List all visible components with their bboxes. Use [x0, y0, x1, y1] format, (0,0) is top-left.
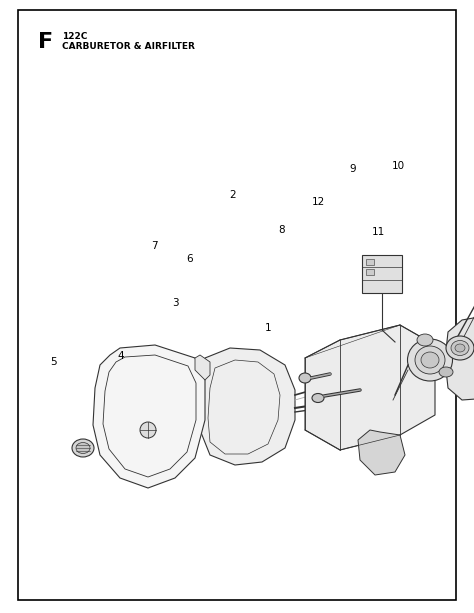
Ellipse shape — [446, 336, 474, 360]
Ellipse shape — [408, 339, 453, 381]
Text: 122C: 122C — [62, 32, 87, 41]
Polygon shape — [93, 345, 205, 488]
Ellipse shape — [417, 334, 433, 346]
Ellipse shape — [421, 352, 439, 368]
Text: 4: 4 — [118, 351, 124, 360]
Text: 2: 2 — [229, 190, 236, 200]
Ellipse shape — [312, 394, 324, 403]
Text: 6: 6 — [186, 254, 193, 264]
Polygon shape — [195, 355, 210, 380]
Ellipse shape — [451, 340, 469, 356]
Text: 11: 11 — [372, 227, 385, 237]
Bar — [362, 255, 402, 293]
Text: 3: 3 — [172, 299, 179, 308]
Text: 10: 10 — [392, 161, 405, 170]
Text: 7: 7 — [151, 242, 157, 251]
Text: CARBURETOR & AIRFILTER: CARBURETOR & AIRFILTER — [62, 42, 195, 51]
Text: 5: 5 — [50, 357, 56, 367]
Ellipse shape — [439, 367, 453, 377]
Text: 8: 8 — [279, 225, 285, 235]
Text: 1: 1 — [264, 323, 271, 333]
Ellipse shape — [72, 439, 94, 457]
Polygon shape — [445, 315, 474, 400]
Text: 9: 9 — [350, 164, 356, 173]
Text: F: F — [38, 32, 53, 52]
Ellipse shape — [76, 443, 90, 454]
Polygon shape — [358, 430, 405, 475]
Text: 12: 12 — [312, 197, 325, 207]
Bar — [366, 269, 374, 275]
Ellipse shape — [415, 346, 445, 374]
Ellipse shape — [455, 344, 465, 352]
Polygon shape — [305, 325, 435, 450]
Bar — [366, 259, 374, 265]
Circle shape — [140, 422, 156, 438]
Ellipse shape — [299, 373, 311, 383]
Polygon shape — [200, 348, 295, 465]
